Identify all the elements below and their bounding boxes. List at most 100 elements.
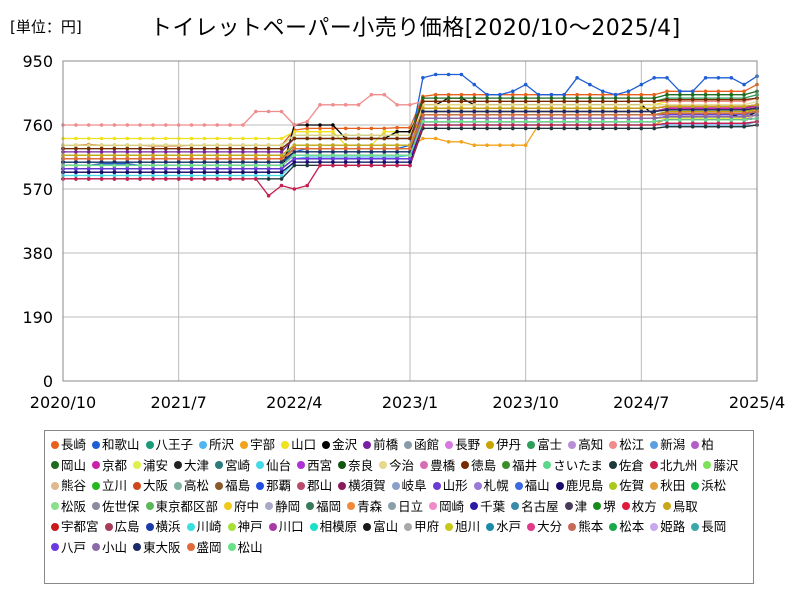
data-point <box>575 76 579 80</box>
legend-item: 西宮 <box>297 456 332 476</box>
data-point <box>742 89 746 94</box>
legend-marker <box>186 522 195 531</box>
unit-label: [単位：円] <box>10 18 82 36</box>
data-point <box>729 118 734 122</box>
data-point <box>549 119 554 124</box>
x-tick-label: 2022/4 <box>266 393 322 412</box>
data-point <box>459 72 464 77</box>
legend-marker <box>527 522 536 531</box>
data-point <box>254 177 258 181</box>
data-point <box>485 103 489 107</box>
legend-item: 枚方 <box>621 497 657 517</box>
legend-item: 佐世保 <box>92 497 140 517</box>
data-point <box>382 150 387 154</box>
legend-label: 東大阪 <box>143 539 181 555</box>
data-point <box>356 126 361 131</box>
data-point <box>343 133 348 137</box>
data-point <box>266 153 271 158</box>
data-point <box>266 150 271 154</box>
data-point <box>138 146 142 151</box>
legend-item: 堺 <box>593 497 616 517</box>
data-point <box>498 126 502 131</box>
data-point <box>176 160 181 164</box>
legend-label: 福岡 <box>316 498 342 514</box>
data-point <box>485 123 489 127</box>
data-point <box>254 173 258 178</box>
data-point <box>395 163 399 168</box>
data-point <box>639 103 644 107</box>
legend-label: 宮崎 <box>225 457 251 473</box>
chart-legend: 長崎 和歌山 八王子 所沢 宇部 山口 金沢 前橋 函館 長野 伊丹 富士 高知 松江 新潟 柏岡山 京都 浦安大… <box>44 430 754 584</box>
legend-marker <box>502 461 511 470</box>
data-point <box>215 170 219 174</box>
legend-label: 浜松 <box>701 478 727 494</box>
data-point <box>446 106 451 110</box>
data-point <box>356 143 361 147</box>
legend-item: 東京都区部 <box>145 497 218 517</box>
data-point <box>395 156 399 161</box>
legend-marker <box>593 502 602 511</box>
data-point <box>228 167 232 171</box>
data-point <box>343 150 348 154</box>
legend-marker <box>555 481 564 490</box>
legend-item: 松江 <box>609 435 644 455</box>
data-point <box>305 136 310 141</box>
data-point <box>266 136 271 141</box>
data-point <box>112 173 117 178</box>
legend-item: 藤沢 <box>703 456 738 476</box>
data-point <box>433 72 438 77</box>
data-point <box>266 177 271 181</box>
y-tick-label: 380 <box>22 244 53 263</box>
data-point <box>678 121 682 126</box>
data-point <box>112 150 117 154</box>
data-point <box>356 163 361 168</box>
legend-label: 川口 <box>278 519 304 535</box>
legend-item: 相模原 <box>309 517 357 537</box>
legend-marker <box>420 461 429 470</box>
data-point <box>74 170 78 174</box>
legend-marker <box>429 502 438 511</box>
legend-label: 立川 <box>102 478 128 494</box>
data-point <box>189 173 194 178</box>
data-point <box>601 89 605 94</box>
data-point <box>511 92 515 97</box>
data-point <box>266 173 271 178</box>
data-point <box>729 124 734 129</box>
data-point <box>356 150 361 154</box>
data-point <box>151 136 155 141</box>
data-point <box>652 113 656 117</box>
data-point <box>549 109 554 114</box>
data-point <box>626 96 631 100</box>
data-point <box>523 126 528 131</box>
legend-label: 熊谷 <box>61 478 87 494</box>
data-point <box>472 92 477 97</box>
legend-marker <box>568 522 577 531</box>
data-point <box>189 167 194 171</box>
legend-label: 八王子 <box>155 437 194 452</box>
data-point <box>665 111 669 115</box>
data-point <box>511 89 515 94</box>
data-point <box>626 123 631 127</box>
data-point <box>99 177 104 181</box>
data-point <box>729 114 734 119</box>
data-point <box>536 106 541 110</box>
data-point <box>588 96 592 100</box>
legend-label: 前橋 <box>373 437 399 452</box>
data-point <box>266 160 271 164</box>
data-point <box>279 177 284 181</box>
data-point <box>523 106 528 110</box>
data-point <box>343 153 348 158</box>
legend-item: 浜松 <box>691 476 726 496</box>
legend-label: 那覇 <box>266 478 292 494</box>
data-point <box>498 119 502 124</box>
legend-item: 千葉 <box>470 497 505 517</box>
legend-marker <box>145 522 154 531</box>
data-point <box>690 97 695 102</box>
data-point <box>472 116 477 121</box>
data-point <box>408 156 412 161</box>
data-point <box>125 143 130 147</box>
data-point <box>215 146 219 151</box>
legend-item: 佐賀 <box>609 476 644 496</box>
data-point <box>151 150 155 154</box>
data-point <box>549 106 554 110</box>
